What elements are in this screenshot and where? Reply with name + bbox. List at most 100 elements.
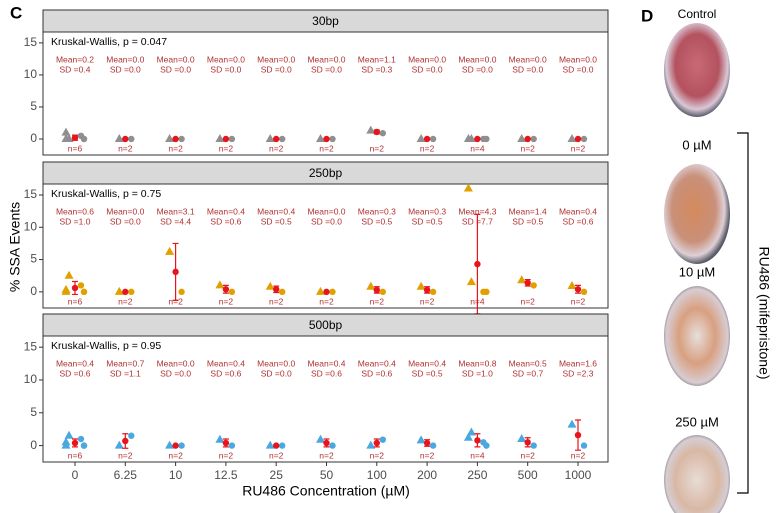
image-label: 250 µM bbox=[675, 414, 719, 429]
point bbox=[279, 442, 286, 449]
n-label: n=2 bbox=[168, 450, 183, 460]
n-label: n=2 bbox=[571, 450, 586, 460]
point bbox=[366, 440, 376, 449]
image-label: Control bbox=[678, 7, 717, 21]
sd-label: SD =0.0 bbox=[210, 64, 241, 74]
point bbox=[463, 183, 473, 192]
point bbox=[61, 440, 71, 449]
point bbox=[567, 281, 577, 290]
y-tick-label: 5 bbox=[30, 252, 37, 266]
y-tick-label: 10 bbox=[24, 67, 38, 81]
mean-point bbox=[373, 128, 380, 136]
embryo-image bbox=[664, 286, 730, 386]
y-tick-label: 15 bbox=[24, 339, 38, 353]
point bbox=[265, 133, 275, 142]
mean-label: Mean=0.0 bbox=[106, 206, 144, 216]
sd-label: SD =0.4 bbox=[60, 64, 91, 74]
strip-title: 250bp bbox=[309, 166, 343, 180]
n-label: n=2 bbox=[370, 296, 385, 306]
point bbox=[416, 281, 426, 290]
mean-label: Mean=0.0 bbox=[157, 358, 195, 368]
bracket bbox=[737, 132, 749, 494]
mean-point bbox=[71, 284, 79, 292]
embryo-image bbox=[664, 435, 730, 513]
sd-label: SD =0.0 bbox=[412, 64, 443, 74]
n-label: n=2 bbox=[520, 296, 535, 306]
bracket-label: RU486 (mifepristone) bbox=[756, 246, 772, 379]
sd-label: SD =0.7 bbox=[512, 368, 543, 378]
sd-label: SD =0.0 bbox=[563, 64, 594, 74]
mean-point bbox=[574, 286, 582, 293]
n-label: n=2 bbox=[319, 450, 334, 460]
point bbox=[416, 435, 426, 444]
point bbox=[379, 436, 386, 443]
mean-label: Mean=0.4 bbox=[257, 206, 295, 216]
point bbox=[530, 282, 537, 289]
point bbox=[530, 442, 537, 449]
point bbox=[483, 442, 490, 449]
mean-label: Mean=0.4 bbox=[207, 206, 245, 216]
sd-label: SD =0.5 bbox=[512, 216, 543, 226]
mean-label: Mean=0.4 bbox=[559, 206, 597, 216]
point bbox=[379, 130, 386, 137]
y-tick-label: 0 bbox=[30, 131, 37, 145]
point bbox=[178, 442, 185, 449]
mean-point bbox=[423, 439, 431, 447]
n-label: n=2 bbox=[571, 143, 586, 153]
mean-label: Mean=1.1 bbox=[358, 54, 396, 64]
point bbox=[64, 430, 74, 439]
point bbox=[366, 125, 376, 134]
point bbox=[265, 440, 275, 449]
mean-point bbox=[222, 439, 230, 447]
mean-point bbox=[71, 134, 79, 141]
n-label: n=2 bbox=[319, 296, 334, 306]
y-tick-label: 5 bbox=[30, 99, 37, 113]
n-label: n=4 bbox=[470, 450, 485, 460]
x-tick-label: 0 bbox=[72, 468, 79, 482]
sd-label: SD =0.0 bbox=[311, 64, 342, 74]
point bbox=[517, 275, 527, 284]
mean-label: Mean=0.0 bbox=[307, 54, 345, 64]
point bbox=[128, 288, 135, 296]
point bbox=[228, 288, 236, 296]
n-label: n=2 bbox=[420, 143, 435, 153]
n-label: n=2 bbox=[219, 450, 234, 460]
n-label: n=2 bbox=[520, 143, 535, 153]
point bbox=[228, 442, 236, 449]
n-label: n=2 bbox=[370, 450, 385, 460]
mean-label: Mean=0.3 bbox=[358, 206, 396, 216]
mean-point bbox=[122, 437, 129, 445]
y-axis-title: % SSA Events bbox=[7, 202, 23, 292]
sd-label: SD =0.6 bbox=[311, 368, 342, 378]
mean-point bbox=[172, 268, 179, 276]
sd-label: SD =0.0 bbox=[462, 64, 493, 74]
mean-point bbox=[273, 442, 280, 449]
mean-label: Mean=0.0 bbox=[559, 54, 597, 64]
point bbox=[114, 286, 124, 295]
n-label: n=2 bbox=[269, 143, 284, 153]
x-tick-label: 50 bbox=[320, 468, 334, 482]
point bbox=[228, 135, 236, 143]
plot-area bbox=[42, 183, 609, 309]
mean-point bbox=[273, 135, 280, 143]
sd-label: SD =0.5 bbox=[261, 216, 292, 226]
x-tick-label: 25 bbox=[270, 468, 284, 482]
sd-label: SD =0.6 bbox=[60, 368, 91, 378]
sd-label: SD =0.5 bbox=[412, 368, 443, 378]
point bbox=[316, 434, 325, 443]
mean-point bbox=[524, 279, 531, 287]
point bbox=[178, 135, 185, 143]
point bbox=[178, 288, 185, 296]
point bbox=[165, 246, 175, 255]
n-label: n=2 bbox=[420, 296, 435, 306]
mean-point bbox=[323, 288, 330, 296]
panel-label: D bbox=[641, 6, 653, 25]
mean-point bbox=[574, 135, 582, 143]
mean-point bbox=[273, 286, 280, 293]
mean-point bbox=[524, 439, 531, 446]
point bbox=[114, 440, 124, 449]
n-label: n=2 bbox=[219, 296, 234, 306]
mean-point bbox=[222, 135, 230, 143]
point bbox=[517, 434, 527, 443]
